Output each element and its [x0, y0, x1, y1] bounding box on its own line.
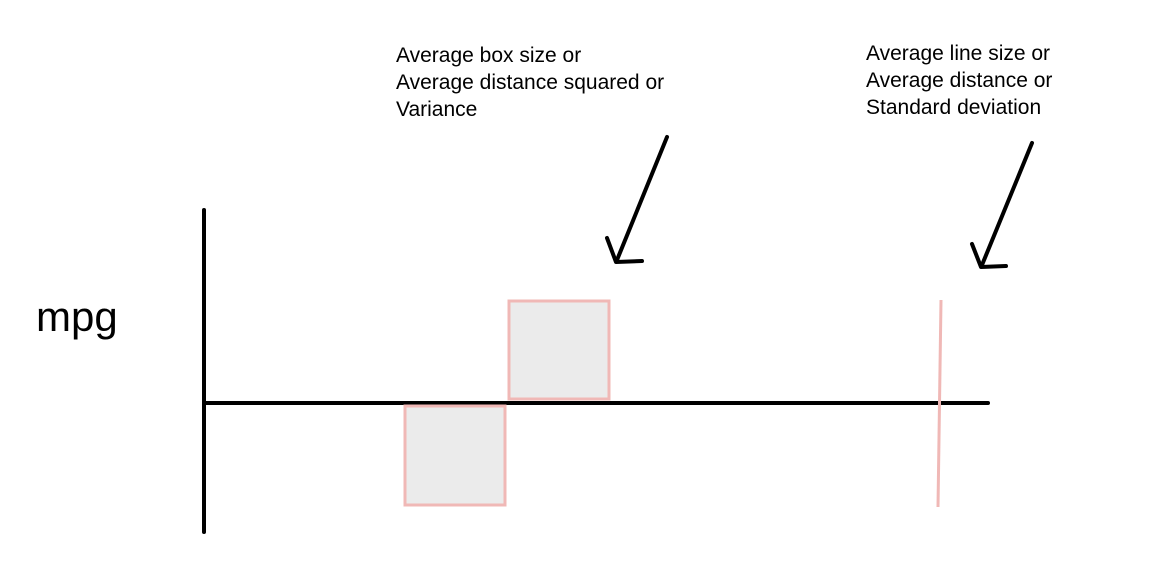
std-dev-annotation: Average line size or Average distance or… — [866, 40, 1052, 121]
deviation-line — [936, 299, 943, 508]
variance-annotation-line: Average box size or — [396, 44, 582, 67]
arrow-to-box — [605, 135, 669, 264]
std-dev-annotation-line: Average distance or — [866, 69, 1053, 92]
variance-annotation-line: Average distance squared or — [396, 71, 665, 94]
deviation-square-above-mean — [507, 299, 611, 401]
deviation-square-below-mean — [403, 404, 507, 507]
variance-annotation: Average box size or Average distance squ… — [396, 42, 664, 123]
variance-annotation-line: Variance — [396, 98, 478, 121]
arrow-to-line — [970, 141, 1034, 269]
y-axis-label: mpg — [36, 293, 118, 340]
std-dev-annotation-line: Standard deviation — [866, 96, 1042, 119]
std-dev-annotation-line: Average line size or — [866, 42, 1051, 65]
